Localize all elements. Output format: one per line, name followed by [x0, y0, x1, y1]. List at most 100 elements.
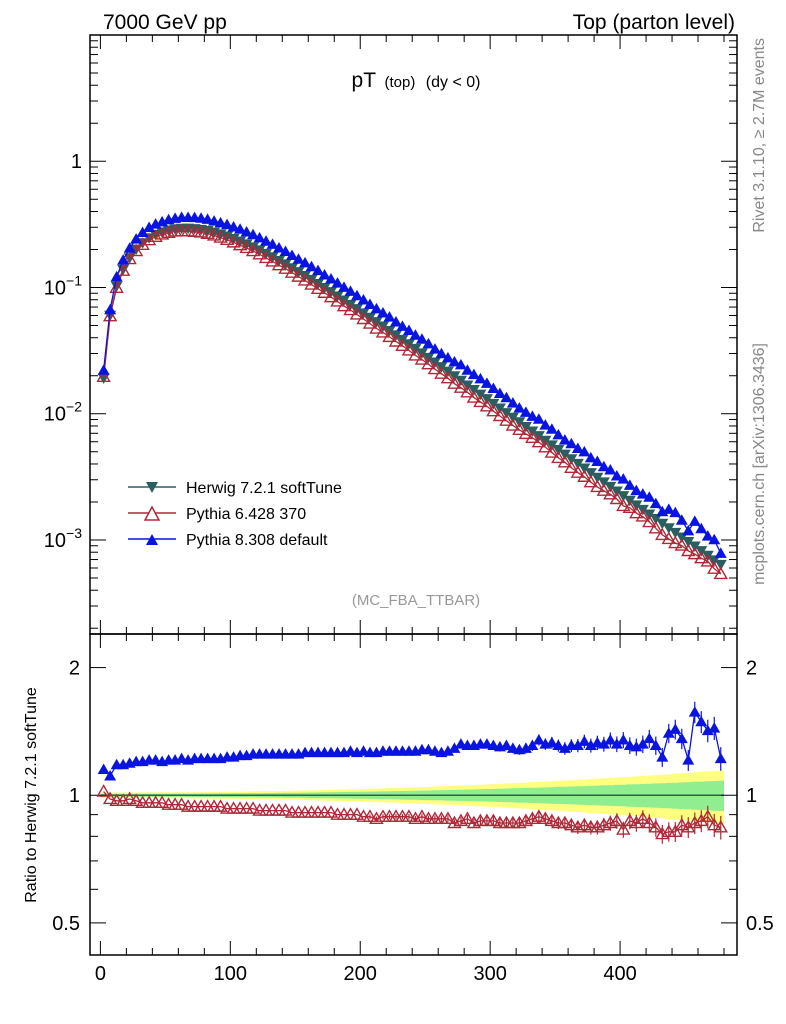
- data-point-marker: [461, 364, 474, 375]
- legend-marker-pythia8: [146, 534, 158, 545]
- ratio-y-tick-label-right: 2: [746, 658, 757, 680]
- data-point-marker: [401, 809, 417, 822]
- data-point-marker: [642, 815, 657, 829]
- data-point-marker: [448, 355, 461, 367]
- data-point-marker: [278, 261, 293, 274]
- data-point-marker: [565, 437, 578, 449]
- data-point-marker: [531, 809, 547, 822]
- data-point-marker: [453, 380, 469, 393]
- data-point-marker: [668, 824, 683, 837]
- data-point-marker: [362, 316, 378, 329]
- data-point-marker: [558, 742, 571, 753]
- data-point-marker: [708, 722, 721, 733]
- data-point-marker: [617, 473, 630, 484]
- data-point-marker: [630, 740, 643, 752]
- data-point-marker: [617, 733, 630, 745]
- data-point-marker: [668, 535, 683, 549]
- data-point-marker: [253, 245, 266, 256]
- data-point-marker: [312, 264, 325, 276]
- data-point-marker: [376, 306, 389, 318]
- data-point-marker: [141, 232, 157, 246]
- data-point-marker: [713, 819, 728, 833]
- plot-title-suffix: (dy < 0): [426, 74, 481, 91]
- data-point-marker: [336, 298, 352, 312]
- data-point-marker: [363, 298, 376, 309]
- main-axis-ticks: [90, 34, 737, 634]
- data-point-marker: [590, 479, 605, 493]
- data-point-marker: [707, 817, 722, 831]
- data-point-marker: [402, 324, 415, 336]
- data-point-marker: [102, 791, 118, 805]
- data-point-marker: [200, 226, 215, 240]
- data-point-marker: [682, 754, 695, 765]
- data-point-marker: [323, 289, 339, 303]
- data-point-marker: [454, 358, 467, 370]
- data-point-marker: [206, 228, 222, 241]
- data-point-marker: [518, 426, 534, 440]
- data-point-marker: [104, 303, 117, 315]
- data-point-marker: [427, 361, 443, 375]
- data-point-marker: [122, 791, 137, 805]
- data-point-marker: [97, 364, 110, 375]
- data-point-marker: [245, 801, 261, 814]
- data-point-marker: [143, 221, 156, 232]
- data-point-marker: [597, 460, 610, 472]
- data-point-marker: [545, 736, 558, 748]
- data-point-marker: [578, 735, 591, 746]
- data-point-marker: [682, 524, 695, 536]
- ratio-series-pythia6: [96, 784, 728, 844]
- ratio-series-layer: [96, 701, 728, 844]
- data-point-marker: [714, 559, 727, 571]
- data-point-marker: [299, 256, 312, 268]
- data-point-marker: [479, 398, 495, 412]
- data-point-marker: [636, 738, 649, 749]
- data-point-marker: [700, 809, 715, 822]
- data-point-marker: [265, 254, 280, 267]
- data-point-marker: [610, 469, 623, 481]
- data-point-marker: [213, 799, 228, 812]
- plot-title-main: pT: [352, 69, 377, 92]
- mcplots-label-group: mcplots.cern.ch [arXiv:1306.3436]: [751, 343, 768, 585]
- data-point-marker: [305, 260, 318, 272]
- data-point-marker: [104, 770, 117, 781]
- data-point-marker: [701, 530, 714, 541]
- data-point-marker: [187, 224, 202, 237]
- plot-title-sub: (top): [384, 74, 415, 91]
- data-point-marker: [96, 369, 111, 383]
- data-point-marker: [422, 337, 435, 349]
- data-point-marker: [539, 419, 552, 430]
- data-point-marker: [291, 269, 306, 282]
- data-point-marker: [622, 813, 638, 827]
- data-point-marker: [713, 566, 728, 580]
- data-point-marker: [284, 265, 300, 278]
- data-point-marker: [213, 230, 228, 243]
- data-point-marker: [389, 316, 402, 327]
- data-point-marker: [591, 455, 604, 467]
- data-point-marker: [122, 251, 137, 265]
- data-point-marker: [675, 514, 688, 525]
- data-point-marker: [674, 817, 689, 831]
- data-point-marker: [648, 520, 664, 534]
- rivet-version-label: Rivet 3.1.10, ≥ 2.7M events: [751, 38, 768, 233]
- data-point-marker: [279, 259, 292, 270]
- data-point-marker: [583, 474, 599, 488]
- data-point-marker: [506, 397, 519, 408]
- main-y-tick-label: 10−1: [44, 272, 82, 299]
- data-point-marker: [526, 739, 539, 751]
- data-point-marker: [577, 817, 592, 831]
- data-point-marker: [544, 813, 560, 827]
- data-point-marker: [279, 245, 292, 256]
- x-tick-label: 100: [214, 963, 247, 985]
- data-point-marker: [467, 368, 480, 380]
- ratio-axis-ticks: [90, 634, 737, 955]
- data-point-marker: [617, 491, 630, 502]
- data-point-marker: [505, 418, 521, 431]
- tick-label-exponent: −1: [66, 272, 82, 288]
- data-point-marker: [486, 403, 501, 417]
- data-point-marker: [318, 268, 331, 280]
- data-point-marker: [662, 523, 675, 534]
- data-point-marker: [635, 509, 651, 522]
- data-point-marker: [318, 283, 331, 294]
- ratio-y-tick-label-right: 0.5: [746, 913, 774, 935]
- ratio-ylabel-group: Ratio to Herwig 7.2.1 softTune: [23, 687, 40, 903]
